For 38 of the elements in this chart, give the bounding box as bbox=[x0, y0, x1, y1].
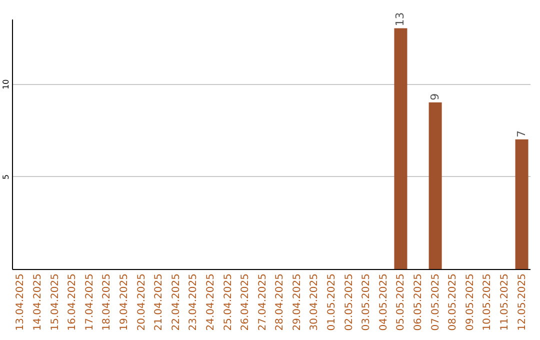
x-tick-label: 11.05.2025 bbox=[499, 274, 510, 331]
bar bbox=[428, 102, 442, 269]
x-tick-label: 23.04.2025 bbox=[188, 274, 200, 331]
x-tick-label: 10.05.2025 bbox=[482, 274, 494, 331]
x-tick-label: 16.04.2025 bbox=[67, 274, 78, 331]
data-label: 7 bbox=[514, 130, 528, 138]
x-tick-label: 06.05.2025 bbox=[413, 274, 424, 331]
x-tick-label: 28.04.2025 bbox=[274, 274, 286, 331]
data-label: 9 bbox=[428, 93, 442, 100]
x-tick-label: 15.04.2025 bbox=[50, 274, 61, 331]
x-tick-label: 13.04.2025 bbox=[15, 274, 26, 331]
bar bbox=[394, 28, 408, 269]
x-tick-label: 18.04.2025 bbox=[102, 274, 113, 331]
x-tick-label: 19.04.2025 bbox=[118, 274, 130, 331]
bar bbox=[515, 139, 528, 269]
x-tick-label: 07.05.2025 bbox=[430, 274, 442, 331]
x-tick-label: 22.04.2025 bbox=[170, 274, 182, 331]
x-tick-label: 17.04.2025 bbox=[84, 274, 96, 331]
y-tick-label: 5 bbox=[2, 174, 10, 180]
data-label: 13 bbox=[394, 12, 407, 26]
x-tick-label: 25.04.2025 bbox=[222, 274, 234, 331]
x-tick-label: 24.04.2025 bbox=[205, 274, 216, 331]
x-tick-label: 30.04.2025 bbox=[309, 274, 320, 331]
x-tick-label: 20.04.2025 bbox=[136, 274, 148, 331]
x-tick-label: 14.04.2025 bbox=[32, 274, 44, 331]
x-tick-label: 26.04.2025 bbox=[240, 274, 252, 331]
x-tick-label: 21.04.2025 bbox=[154, 274, 165, 331]
x-tick-label: 03.05.2025 bbox=[361, 274, 372, 331]
x-tick-label: 02.05.2025 bbox=[344, 274, 355, 331]
y-tick-label: 10 bbox=[2, 79, 10, 90]
x-tick-label: 01.05.2025 bbox=[326, 274, 338, 331]
x-tick-label: 29.04.2025 bbox=[292, 274, 303, 331]
x-tick-label: 08.05.2025 bbox=[448, 274, 459, 331]
x-tick-label: 27.04.2025 bbox=[257, 274, 268, 331]
x-tick-label: 04.05.2025 bbox=[378, 274, 390, 331]
x-tick-label: 09.05.2025 bbox=[464, 274, 476, 331]
x-tick-label: 05.05.2025 bbox=[396, 274, 407, 331]
x-tick-label: 12.05.2025 bbox=[516, 274, 528, 331]
